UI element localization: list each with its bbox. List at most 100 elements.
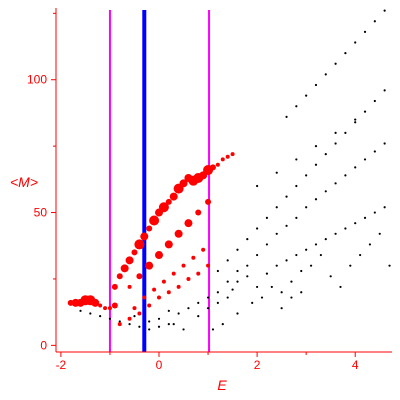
series-1-point xyxy=(363,30,367,34)
series-1-point xyxy=(305,174,308,177)
series-1-point xyxy=(211,328,215,331)
series-1-point xyxy=(354,222,357,225)
series-1-point xyxy=(226,259,229,262)
series-2-point xyxy=(184,219,193,228)
series-1-point xyxy=(329,275,332,278)
series-1-point xyxy=(324,190,327,193)
series-1-point xyxy=(236,312,239,315)
series-1-point xyxy=(314,83,318,87)
series-1-point xyxy=(251,301,254,304)
axes: -2 0 2 4 0 50 100 xyxy=(27,8,392,372)
series-1-point xyxy=(363,158,367,161)
series-1-point xyxy=(295,105,298,108)
series-2-point xyxy=(146,225,153,232)
series-1-point xyxy=(128,323,131,326)
series-2-point xyxy=(155,251,164,260)
series-1-point xyxy=(89,312,92,315)
series-1-point xyxy=(314,145,318,148)
series-1-point xyxy=(187,307,190,310)
series-1-point xyxy=(285,195,288,198)
series-1-point xyxy=(368,243,372,246)
series-1-point xyxy=(339,285,342,289)
series-1-point xyxy=(363,110,367,113)
series-2-point xyxy=(215,162,220,167)
series-1-point xyxy=(373,99,376,103)
series-2-point xyxy=(116,273,123,280)
series-2-point xyxy=(107,306,112,311)
series-1-point xyxy=(133,315,136,318)
series-1-point xyxy=(285,259,288,262)
series-2-point xyxy=(117,322,122,327)
series-2-point xyxy=(186,276,191,281)
series-1-point xyxy=(359,253,362,257)
series-1-point xyxy=(265,216,269,219)
series-1-point xyxy=(295,216,298,219)
y-tick-label: 100 xyxy=(27,73,47,87)
series-1-point xyxy=(305,206,308,209)
series-1-point xyxy=(216,291,219,294)
series-1-point xyxy=(363,216,367,219)
series-1-point xyxy=(378,232,381,235)
series-2-point xyxy=(149,215,160,226)
series-1-point xyxy=(334,142,337,145)
series-2-point xyxy=(196,271,201,276)
series-2-point xyxy=(127,316,132,321)
series-1-point xyxy=(324,238,327,241)
series-2-point xyxy=(98,303,103,308)
y-tick-label: 50 xyxy=(34,206,48,220)
series-1-point xyxy=(260,296,264,299)
series-2-point xyxy=(220,157,225,162)
series-2-point xyxy=(164,240,173,249)
series-1-point xyxy=(246,264,249,267)
series-2-point xyxy=(191,255,196,260)
series-2-point xyxy=(145,261,154,270)
series-1-point xyxy=(256,253,259,257)
series-1-point xyxy=(226,296,229,299)
x-tick-label: 2 xyxy=(254,358,261,372)
series-1-point xyxy=(285,224,288,227)
series-1-point xyxy=(344,227,347,230)
series-2-point xyxy=(169,192,178,201)
series-1-point xyxy=(349,264,352,267)
reference-lines xyxy=(108,10,211,352)
y-tick-label: 0 xyxy=(40,338,47,352)
x-tick-label: 4 xyxy=(352,358,359,372)
x-tick-label: 0 xyxy=(156,358,163,372)
series-1-point xyxy=(334,62,337,65)
series-2-point xyxy=(195,209,202,216)
series-1-point xyxy=(373,150,376,153)
series-1-point xyxy=(334,131,337,134)
series-1-point xyxy=(305,94,308,97)
series-1-point xyxy=(354,121,357,124)
series-2-point xyxy=(147,303,152,308)
series-1-point xyxy=(236,248,239,251)
series-2-point xyxy=(205,198,212,205)
series-1-point xyxy=(216,301,219,304)
series-1-point xyxy=(265,243,269,246)
series-1-point xyxy=(79,309,82,312)
series-1-point xyxy=(167,323,170,326)
series-2-point xyxy=(171,271,176,276)
series-2-point xyxy=(111,302,118,309)
series-2-point xyxy=(176,284,181,289)
series-2-point xyxy=(120,264,129,273)
series-1-point xyxy=(290,280,293,283)
series-1-point xyxy=(305,248,308,251)
series-2-point xyxy=(131,249,138,256)
series-2-point xyxy=(181,263,186,268)
series-1-point xyxy=(290,296,293,299)
series-1-point xyxy=(206,296,210,299)
series-1-point xyxy=(157,325,161,328)
series-1-point xyxy=(167,309,170,312)
series-1-point xyxy=(99,315,102,318)
series-2-point xyxy=(134,239,145,250)
series-1-point xyxy=(285,115,288,119)
series-1-point xyxy=(236,269,239,273)
series-1-point xyxy=(206,307,210,310)
series-2-point xyxy=(174,229,183,238)
series-1-point xyxy=(354,166,357,169)
series-1-point xyxy=(118,320,121,323)
series-1-point xyxy=(148,328,151,331)
series-1-point xyxy=(197,315,200,318)
